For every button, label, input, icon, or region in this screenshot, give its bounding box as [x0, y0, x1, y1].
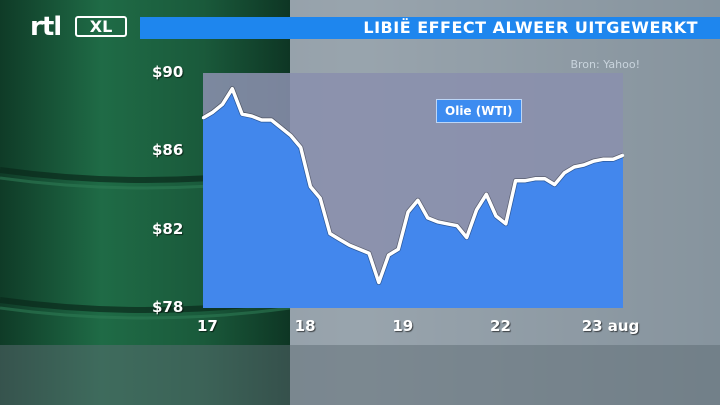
- legend-series-label: Olie (WTI): [436, 99, 522, 123]
- data-point: [446, 222, 449, 225]
- x-tick-label: 18: [294, 317, 316, 335]
- data-point: [289, 134, 293, 137]
- data-point: [211, 111, 214, 114]
- data-point: [543, 177, 547, 180]
- data-point: [358, 248, 361, 251]
- x-tick-label: 17: [197, 317, 218, 335]
- x-tick-label: 22: [490, 317, 511, 335]
- data-point: [221, 103, 224, 106]
- price-line: [202, 86, 624, 285]
- y-tick-label: $90: [152, 63, 184, 81]
- data-point: [319, 197, 322, 200]
- data-point: [309, 185, 312, 188]
- page-title: LIBIË EFFECT ALWEER UITGEWERKT: [363, 18, 698, 37]
- data-point: [573, 165, 576, 169]
- data-point: [602, 158, 605, 161]
- data-point: [553, 183, 556, 186]
- data-point: [367, 252, 371, 255]
- data-point: [612, 158, 615, 161]
- data-point: [592, 159, 595, 163]
- data-point: [299, 146, 302, 149]
- x-tick-label: 23 aug: [581, 317, 640, 335]
- data-point: [621, 154, 625, 157]
- y-tick-label: $86: [152, 141, 184, 160]
- data-point: [270, 118, 273, 122]
- data-point: [201, 116, 205, 120]
- y-tick-label: $82: [152, 219, 184, 238]
- y-tick-label: $78: [152, 298, 184, 316]
- data-point: [250, 114, 253, 118]
- title-bar: LIBIË EFFECT ALWEER UITGEWERKT: [140, 17, 720, 39]
- source-label: Bron: Yahoo!: [570, 58, 640, 71]
- logo-rtl-text: rtl: [30, 12, 62, 42]
- data-point: [416, 199, 420, 202]
- data-point: [348, 244, 351, 247]
- data-point: [328, 232, 332, 235]
- data-point: [387, 253, 390, 257]
- x-tick-label: 19: [392, 317, 414, 335]
- data-point: [397, 248, 400, 251]
- price-area: [203, 88, 623, 308]
- data-point: [475, 208, 478, 212]
- channel-logo: rtl XL: [30, 12, 130, 42]
- data-point: [533, 177, 537, 180]
- data-point: [465, 236, 468, 239]
- data-point: [524, 179, 527, 182]
- data-point: [563, 171, 566, 175]
- logo-xl-text: XL: [75, 16, 127, 37]
- data-point: [514, 179, 517, 182]
- data-point: [231, 87, 234, 90]
- data-point: [338, 238, 341, 241]
- data-point: [494, 214, 498, 218]
- data-point: [260, 118, 263, 122]
- data-point: [582, 163, 586, 167]
- data-point: [240, 112, 244, 116]
- data-point: [485, 193, 488, 196]
- data-point: [406, 210, 410, 214]
- data-point: [279, 126, 283, 129]
- data-point: [426, 216, 429, 220]
- data-point: [504, 222, 507, 225]
- data-point: [455, 224, 459, 227]
- data-point: [377, 281, 380, 284]
- data-point: [436, 220, 439, 223]
